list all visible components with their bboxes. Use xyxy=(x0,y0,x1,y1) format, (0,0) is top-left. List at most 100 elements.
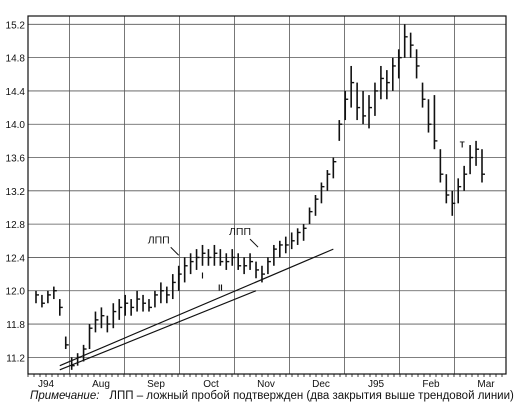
price-bar xyxy=(189,253,194,275)
price-bar xyxy=(35,290,39,304)
price-bar xyxy=(148,299,152,312)
y-tick-label: 12.8 xyxy=(6,220,26,231)
x-tick-label: Feb xyxy=(422,379,440,390)
price-bar xyxy=(100,307,105,329)
x-tick-label: Mar xyxy=(477,379,495,390)
price-bar xyxy=(249,253,254,270)
y-tick-label: 11.8 xyxy=(6,320,25,331)
annotation-label: I xyxy=(201,271,203,280)
trendline-1 xyxy=(59,248,334,367)
x-tick-label: Oct xyxy=(203,379,219,390)
price-bar xyxy=(64,336,69,350)
chart-note: Примечание: ЛПП – ложный пробой подтвержд… xyxy=(30,390,514,402)
price-bar xyxy=(302,224,307,241)
price-bars xyxy=(35,24,485,370)
price-bar xyxy=(88,324,93,350)
x-tick-label: Sep xyxy=(147,379,165,390)
price-bar xyxy=(166,286,170,304)
price-bar xyxy=(160,282,164,304)
y-tick-label: 14.0 xyxy=(6,120,26,131)
price-bar xyxy=(279,240,283,258)
price-bar xyxy=(195,249,200,270)
price-bar xyxy=(213,244,218,266)
price-bar xyxy=(243,257,248,275)
price-bar xyxy=(433,95,438,150)
annotation-arrow xyxy=(249,238,259,248)
y-tick-label: 11.2 xyxy=(6,353,25,364)
price-bar xyxy=(409,32,414,58)
note-text: ЛПП – ложный пробой подтвержден (два зак… xyxy=(109,390,514,402)
x-tick-labels: J94 Aug Sep Oct Nov Dec J95 Feb Mar xyxy=(38,379,495,390)
y-tick-label: 14.4 xyxy=(6,87,26,98)
price-bar xyxy=(231,249,236,266)
y-tick-label: 13.2 xyxy=(6,187,26,198)
price-bar xyxy=(421,82,426,108)
x-tick-label: J95 xyxy=(368,379,385,390)
price-bar xyxy=(469,145,474,175)
y-tick-label: 12.0 xyxy=(6,287,26,298)
price-bar xyxy=(463,165,468,191)
price-bar xyxy=(380,65,384,100)
price-bar xyxy=(142,294,147,312)
price-bar xyxy=(451,190,456,216)
price-bar xyxy=(225,253,230,270)
price-bar xyxy=(94,311,99,333)
price-bar xyxy=(124,294,129,316)
price-bar xyxy=(397,49,402,79)
price-bar xyxy=(332,157,337,179)
price-bar xyxy=(290,232,295,250)
axes xyxy=(27,15,507,377)
price-bar xyxy=(386,70,390,100)
price-bar xyxy=(391,57,396,91)
price-bar xyxy=(326,170,331,191)
note-lead: Примечание: xyxy=(30,390,100,402)
price-bar xyxy=(106,315,111,333)
annotation-label: ЛПП xyxy=(148,234,170,246)
price-bar xyxy=(82,344,87,362)
price-bar xyxy=(112,303,117,329)
price-bar xyxy=(58,299,63,316)
price-bar xyxy=(207,249,212,266)
y-tick-label: 15.2 xyxy=(6,20,26,31)
x-tick-label: Nov xyxy=(257,379,275,390)
price-bar xyxy=(267,257,271,275)
x-tick-label: Aug xyxy=(92,379,110,390)
price-bar xyxy=(183,257,188,283)
price-bar xyxy=(481,149,485,183)
y-tick-labels: 15.2 14.8 14.4 14.0 13.6 13.2 12.8 12.4 12.0 11.8… xyxy=(6,20,26,364)
price-bar xyxy=(53,286,57,300)
annotation-label: T xyxy=(460,141,465,150)
price-bar xyxy=(201,244,206,266)
price-bar xyxy=(171,274,176,300)
price-bar xyxy=(415,49,420,79)
x-tick-label: Dec xyxy=(312,379,330,390)
price-bar xyxy=(368,95,373,129)
y-tick-label: 13.6 xyxy=(6,154,26,165)
trendline-2 xyxy=(59,290,257,371)
price-bar xyxy=(154,290,158,308)
price-bar xyxy=(273,244,277,266)
price-bar xyxy=(308,207,313,225)
annotation-label: II xyxy=(218,284,222,293)
price-bar xyxy=(427,99,432,133)
annotation-arrow xyxy=(170,246,180,256)
x-tick-label: J94 xyxy=(38,379,55,390)
price-bar xyxy=(47,290,51,304)
price-bar xyxy=(350,65,355,108)
price-bar xyxy=(362,90,367,125)
price-bar xyxy=(296,228,301,245)
price-bar xyxy=(70,357,75,370)
price-bar xyxy=(338,120,343,141)
price-bar xyxy=(136,290,141,312)
price-bar xyxy=(284,236,289,254)
trendlines xyxy=(59,248,334,371)
price-bar xyxy=(314,195,319,216)
grid-layer xyxy=(28,16,506,374)
price-bar xyxy=(439,149,444,183)
y-tick-label: 12.4 xyxy=(6,253,26,264)
price-bar xyxy=(475,140,480,166)
price-bar xyxy=(403,24,408,58)
price-bar xyxy=(76,353,81,366)
